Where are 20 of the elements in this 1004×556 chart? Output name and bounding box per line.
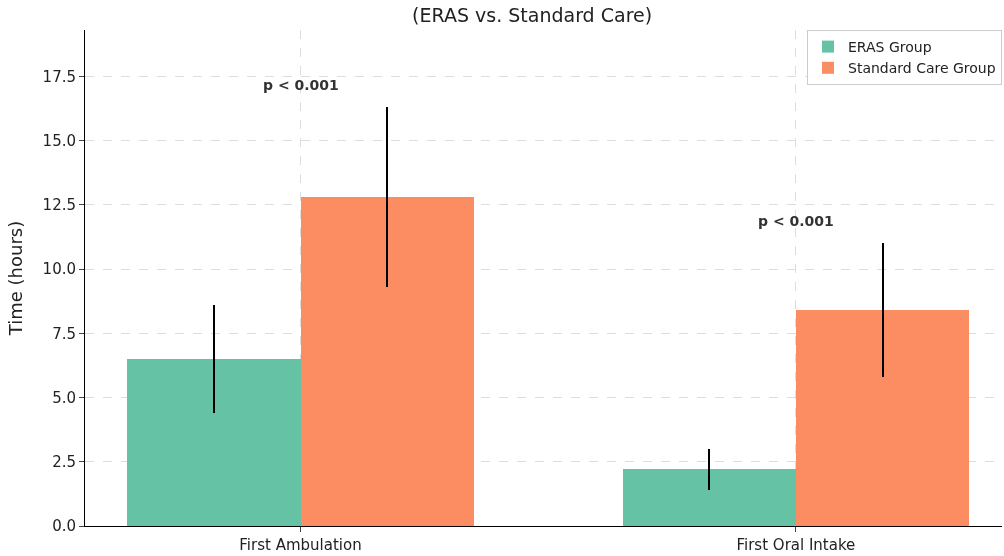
x-tick-label: First Ambulation <box>239 536 362 554</box>
annotation: p < 0.001 <box>263 77 339 93</box>
bar <box>301 197 474 526</box>
y-tick-label: 0.0 <box>52 517 76 536</box>
y-tick-label: 12.5 <box>42 196 76 215</box>
y-tick-label: 15.0 <box>42 131 76 150</box>
legend-label: ERAS Group <box>848 39 932 56</box>
x-tick-label: First Oral Intake <box>736 536 856 554</box>
annotation: p < 0.001 <box>758 213 834 229</box>
y-tick-label: 10.0 <box>42 260 76 279</box>
y-tick-label: 7.5 <box>52 324 76 343</box>
chart-title: (ERAS vs. Standard Care) <box>412 3 653 26</box>
bar <box>127 359 301 526</box>
legend-label: Standard Care Group <box>848 60 996 77</box>
bar <box>796 310 969 526</box>
y-tick-label: 2.5 <box>52 453 76 471</box>
bar <box>623 469 796 526</box>
y-tick-label: 5.0 <box>52 388 76 407</box>
y-tick-label: 17.5 <box>42 67 76 86</box>
y-axis-title: Time (hours) <box>4 220 26 337</box>
